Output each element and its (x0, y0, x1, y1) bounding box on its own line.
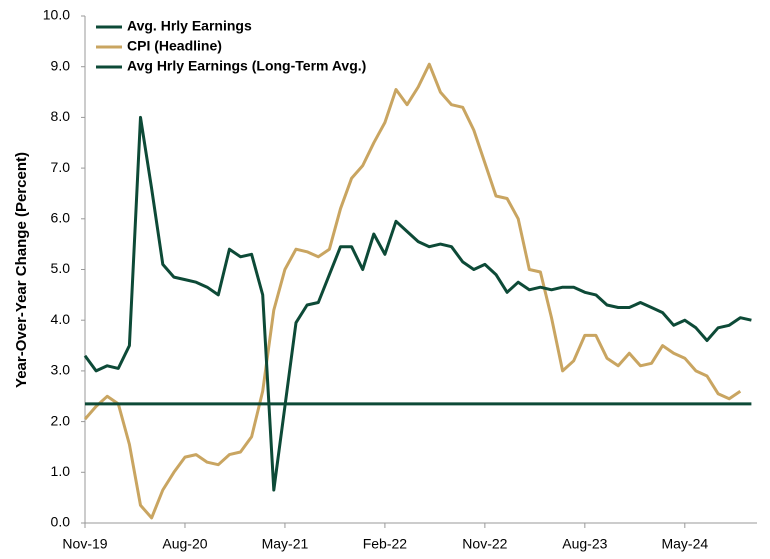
y-tick-label: 1.0 (51, 463, 71, 479)
y-tick-label: 9.0 (51, 57, 71, 73)
legend-label: Avg. Hrly Earnings (127, 18, 252, 34)
x-tick-label: May-24 (661, 536, 708, 552)
y-tick-label: 3.0 (51, 362, 71, 378)
y-tick-label: 6.0 (51, 210, 71, 226)
x-tick-label: May-21 (262, 536, 309, 552)
x-tick-label: Aug-23 (562, 536, 607, 552)
x-tick-label: Nov-22 (462, 536, 507, 552)
y-tick-label: 10.0 (43, 7, 70, 23)
x-tick-label: Aug-20 (162, 536, 207, 552)
y-tick-label: 8.0 (51, 108, 71, 124)
y-tick-label: 2.0 (51, 412, 71, 428)
x-tick-label: Nov-19 (62, 536, 107, 552)
legend-label: CPI (Headline) (127, 38, 222, 54)
y-tick-label: 7.0 (51, 159, 71, 175)
line (83, 62, 742, 520)
y-axis-title: Year-Over-Year Change (Percent) (13, 152, 30, 388)
y-tick-label: 4.0 (51, 311, 71, 327)
line (83, 115, 752, 492)
x-tick-label: Feb-22 (363, 536, 408, 552)
legend-label: Avg Hrly Earnings (Long-Term Avg.) (127, 58, 366, 74)
y-tick-label: 0.0 (51, 514, 71, 530)
y-tick-label: 5.0 (51, 260, 71, 276)
